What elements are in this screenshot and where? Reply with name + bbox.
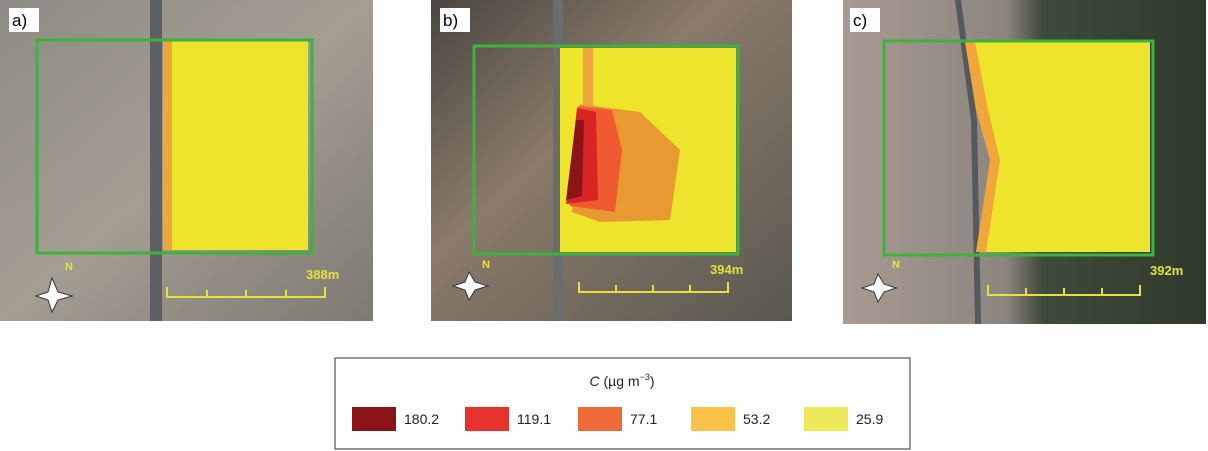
- domain-box: [472, 44, 740, 256]
- panel-c: c) N 392m: [843, 0, 1206, 325]
- road: [150, 0, 162, 321]
- plume: [965, 42, 1150, 252]
- domain-box: [882, 39, 1155, 257]
- scale-label: 392m: [1150, 263, 1183, 278]
- legend-swatch: [804, 407, 848, 431]
- panel-a: a) N 388m: [0, 0, 373, 321]
- legend-value: 25.9: [856, 411, 883, 427]
- north-label: N: [892, 259, 900, 271]
- legend-exponent: −3: [640, 372, 650, 382]
- compass: [860, 272, 898, 304]
- north-label: N: [482, 259, 490, 271]
- compass: [34, 276, 74, 314]
- legend-swatch: [352, 407, 396, 431]
- scale-bar: [166, 287, 326, 298]
- legend-swatch: [465, 407, 509, 431]
- legend-value: 119.1: [517, 411, 551, 427]
- legend-box: [334, 357, 911, 450]
- legend-unit: ): [650, 373, 655, 389]
- label-box: [9, 8, 39, 32]
- panel-label: c): [853, 11, 867, 30]
- legend-symbol: C: [589, 373, 600, 389]
- compass: [451, 270, 490, 302]
- plume: [163, 40, 308, 250]
- legend-unit: (µg m: [604, 373, 640, 389]
- legend-swatch: [691, 407, 735, 431]
- label-box: [850, 8, 880, 32]
- scale-label: 388m: [306, 267, 339, 282]
- legend-value: 180.2: [404, 411, 439, 427]
- legend-value: 77.1: [630, 411, 657, 427]
- label-box: [440, 8, 470, 32]
- plume: [965, 42, 1000, 252]
- plume: [566, 120, 584, 200]
- scale-label: 394m: [710, 262, 743, 277]
- scale-bar: [987, 285, 1141, 296]
- panel-label: a): [12, 11, 27, 30]
- panel-label: b): [443, 11, 458, 30]
- legend: C (µg m−3) 180.2 119.1 77.1 53.2 25.9: [334, 357, 911, 450]
- plume: [163, 40, 172, 250]
- panel-b: b) N 394m: [431, 0, 792, 321]
- north-label: N: [65, 261, 73, 273]
- domain-box: [35, 38, 314, 255]
- legend-value: 53.2: [743, 411, 770, 427]
- legend-swatch: [578, 407, 622, 431]
- plume: [583, 48, 593, 108]
- scale-bar: [578, 282, 729, 293]
- road: [553, 0, 563, 321]
- legend-title: C (µg m−3): [589, 372, 654, 389]
